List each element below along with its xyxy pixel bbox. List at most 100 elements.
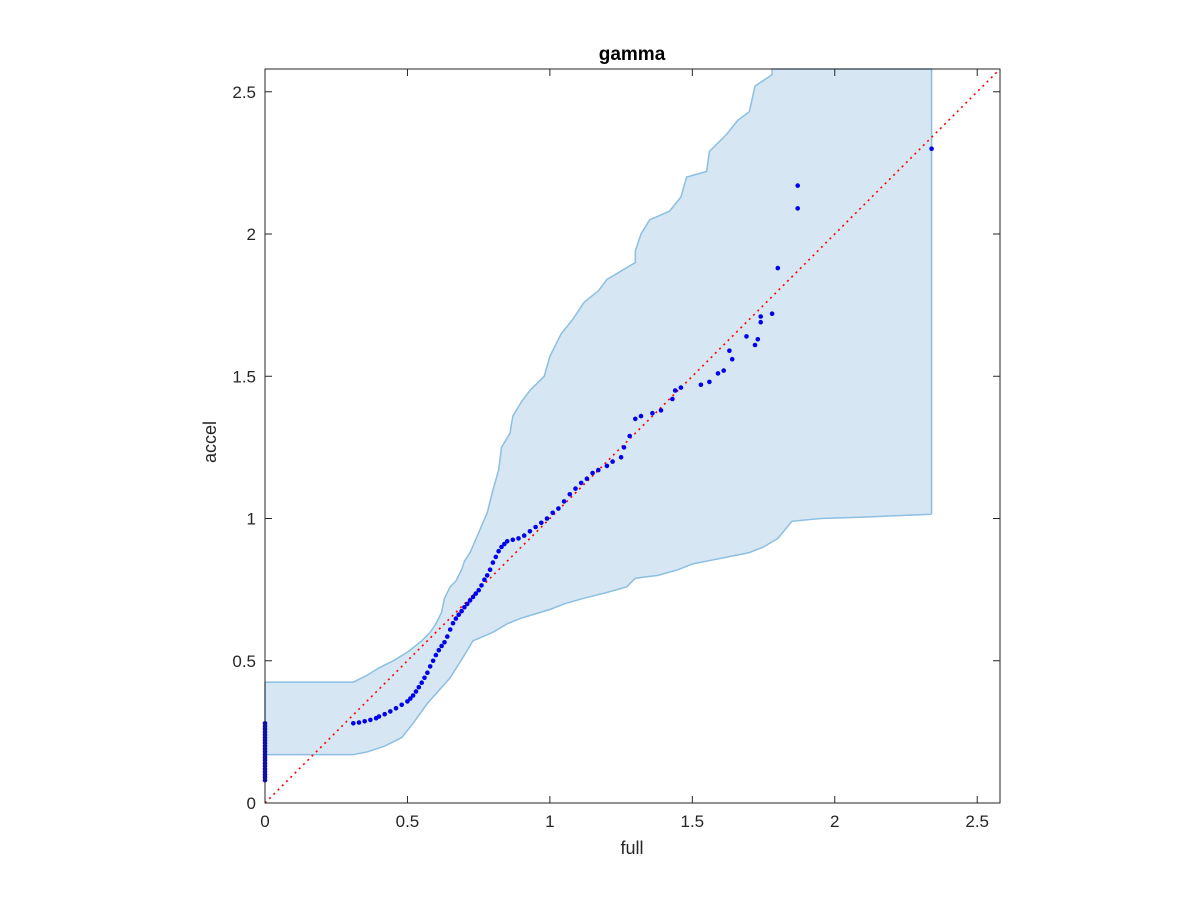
data-point [493,554,499,560]
data-point [382,711,388,717]
data-point [439,643,444,649]
band-lower-edge [265,513,932,756]
y-tick-label: 0 [247,794,256,813]
data-point [633,416,638,422]
data-point [413,689,419,694]
data-point [758,314,763,319]
data-point [544,516,550,521]
data-point [482,577,487,582]
data-point [621,445,627,450]
data-point [487,567,493,572]
data-point [408,696,413,701]
data-point [467,598,473,603]
data-point [650,410,655,416]
data-point [670,396,675,402]
data-point [721,368,726,373]
data-point [752,342,758,348]
axes: 0 0.5 1 1.5 2 2.5 0 0.5 1 1.5 2 2.5 [232,68,1001,831]
data-point [527,529,533,534]
data-point [744,334,749,339]
data-point [393,706,399,711]
x-axis-title: full [620,838,643,858]
data-point [698,382,704,388]
data-point [578,480,584,486]
data-point [453,616,459,621]
data-point [499,544,504,550]
y-tick-label: 2 [247,225,256,244]
data-point [755,337,761,342]
plot-area [262,68,1001,804]
data-point [521,533,527,538]
data-point [425,670,430,675]
x-tick-label: 2 [830,812,839,831]
y-tick-label: 1 [247,510,256,529]
data-point [447,627,453,632]
data-point [470,594,476,600]
data-point [399,702,405,708]
data-point [422,675,427,681]
data-point [795,206,800,211]
data-point [627,433,632,439]
data-point [465,601,470,607]
data-point [672,388,678,393]
data-point [356,720,362,725]
data-point [445,634,450,639]
data-point [658,408,664,413]
data-point [410,693,416,698]
data-point [351,721,356,726]
band-upper-edge [265,68,933,683]
data-point [388,709,393,714]
data-point [419,680,425,685]
data-point [459,608,464,614]
data-point [436,647,442,653]
data-point [362,719,368,724]
data-point [368,717,373,723]
data-point [775,265,781,271]
data-point [618,455,624,460]
data-point [539,520,544,526]
data-point [610,459,615,464]
data-point [715,371,721,376]
data-point [727,348,732,354]
data-point [604,463,610,469]
data-point [473,591,479,596]
data-point [427,664,433,669]
data-point [462,605,467,610]
x-tick-label: 0 [260,812,269,831]
x-tick-label: 1.5 [681,812,705,831]
data-point [510,537,516,543]
data-point [567,492,573,497]
data-point [929,146,934,151]
y-tick-label: 0.5 [232,652,256,671]
data-point [769,311,775,317]
data-point [533,524,538,530]
data-point [573,486,578,491]
data-point [450,620,456,626]
data-point [678,385,684,390]
x-tick-label: 1 [545,812,554,831]
data-point [416,684,422,690]
x-tick-label: 2.5 [965,812,989,831]
data-point [504,539,510,544]
data-point [638,413,644,419]
chart-title: gamma [599,44,666,65]
data-point [405,699,410,704]
data-point [484,573,490,578]
data-point [729,356,735,362]
data-point [556,506,561,511]
data-point [490,560,496,565]
data-point [502,541,507,547]
data-point [596,467,601,473]
data-point [442,640,447,645]
reference-line [264,68,1001,804]
y-tick-label: 2.5 [232,83,256,102]
data-point [550,510,555,516]
axes-box [264,68,1001,804]
data-point [758,319,763,325]
x-tick-label: 0.5 [396,812,420,831]
data-point [516,536,521,541]
y-axis-title: accel [200,421,220,463]
data-point [433,652,439,658]
data-point [456,612,462,617]
